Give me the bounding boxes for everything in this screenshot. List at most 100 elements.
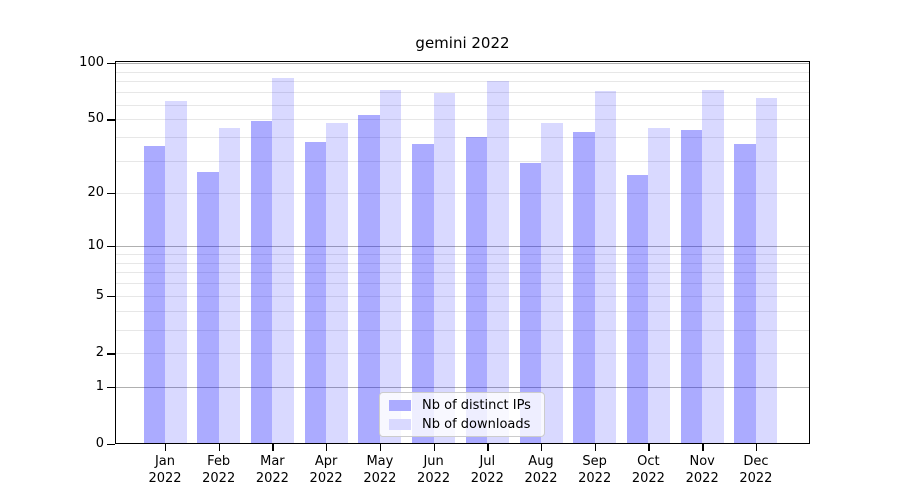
y-tick-label-20: 20 <box>87 184 104 200</box>
minor-gridline <box>115 296 810 298</box>
year-label: 2022 <box>524 471 558 486</box>
x-tick-mark <box>487 444 489 451</box>
x-tick-mark <box>755 444 758 451</box>
bar-downloads-feb <box>218 127 241 444</box>
year-label: 2022 <box>578 471 612 486</box>
year-label: 2022 <box>739 471 773 486</box>
x-tick-label-aug: Aug 2022 <box>501 453 581 487</box>
legend: Nb of distinct IPs Nb of downloads <box>379 392 545 437</box>
bar-downloads-nov <box>702 89 724 444</box>
x-tick-mark <box>594 444 597 451</box>
year-label: 2022 <box>631 471 665 486</box>
chart-title: gemini 2022 <box>415 34 510 52</box>
minor-gridline <box>115 283 810 285</box>
bar-downloads-jul <box>487 81 509 444</box>
minor-gridline <box>115 92 810 94</box>
minor-gridline <box>115 119 810 121</box>
bar-distinct-ips-jul <box>465 137 488 444</box>
x-tick-mark <box>326 444 328 451</box>
bar-downloads-dec <box>755 98 778 444</box>
month-label: May <box>366 454 394 469</box>
minor-gridline <box>115 253 810 255</box>
bar-distinct-ips-oct <box>626 175 649 444</box>
x-tick-mark <box>272 444 274 451</box>
x-tick-label-nov: Nov 2022 <box>662 453 742 487</box>
bar-distinct-ips-may <box>358 114 380 444</box>
bar-downloads-aug <box>541 122 563 444</box>
year-label: 2022 <box>309 471 343 486</box>
bar-downloads-apr <box>326 122 348 444</box>
x-tick-label-jul: Jul 2022 <box>447 453 527 487</box>
month-label: Jul <box>479 454 496 469</box>
x-tick-mark <box>218 444 221 451</box>
y-tick-mark <box>107 192 115 195</box>
x-tick-label-oct: Oct 2022 <box>608 453 688 487</box>
y-tick-mark <box>107 353 115 355</box>
bar-downloads-jan <box>165 100 187 444</box>
bar-downloads-jun <box>433 93 456 444</box>
bar-downloads-oct <box>648 127 670 444</box>
major-gridline <box>115 246 810 247</box>
legend-item-distinct-ips: Nb of distinct IPs <box>389 398 535 413</box>
month-label: Nov <box>689 454 715 469</box>
bar-distinct-ips-jun <box>412 143 434 444</box>
legend-swatch-distinct-ips <box>389 399 411 411</box>
year-label: 2022 <box>363 471 397 486</box>
x-tick-mark <box>702 444 704 451</box>
x-tick-mark <box>165 444 167 451</box>
x-tick-mark <box>541 444 543 451</box>
bar-distinct-ips-mar <box>250 121 273 444</box>
legend-label-distinct-ips: Nb of distinct IPs <box>422 397 531 413</box>
month-label: Jun <box>423 454 444 469</box>
minor-gridline <box>115 329 810 331</box>
minor-gridline <box>115 160 810 162</box>
month-label: Feb <box>207 454 231 469</box>
x-tick-label-apr: Apr 2022 <box>286 453 366 487</box>
major-gridline <box>115 63 810 64</box>
y-tick-mark <box>107 119 115 121</box>
minor-gridline <box>115 192 810 194</box>
bar-downloads-may <box>379 89 402 444</box>
x-tick-label-sep: Sep 2022 <box>555 453 635 487</box>
minor-gridline <box>115 353 810 355</box>
bar-distinct-ips-sep <box>573 131 595 444</box>
x-tick-mark <box>648 444 650 451</box>
year-label: 2022 <box>255 471 289 486</box>
minor-gridline <box>115 104 810 106</box>
bar-distinct-ips-feb <box>197 171 219 444</box>
x-tick-mark <box>379 444 382 451</box>
month-label: Oct <box>637 454 660 469</box>
y-tick-label-5: 5 <box>95 288 104 304</box>
x-tick-label-jan: Jan 2022 <box>125 453 205 487</box>
bar-downloads-mar <box>272 78 294 444</box>
x-tick-label-jun: Jun 2022 <box>394 453 474 487</box>
year-label: 2022 <box>417 471 451 486</box>
minor-gridline <box>115 137 810 139</box>
year-label: 2022 <box>685 471 719 486</box>
y-tick-mark <box>107 63 115 65</box>
month-label: Apr <box>314 454 338 469</box>
y-tick-label-10: 10 <box>87 238 104 253</box>
legend-item-downloads: Nb of downloads <box>389 417 535 432</box>
minor-gridline <box>115 272 810 274</box>
minor-gridline <box>115 311 810 313</box>
x-tick-label-dec: Dec 2022 <box>716 453 796 487</box>
x-tick-label-may: May 2022 <box>340 453 420 487</box>
bar-distinct-ips-jan <box>143 145 165 444</box>
bar-distinct-ips-apr <box>304 141 327 444</box>
x-tick-label-feb: Feb 2022 <box>179 453 259 487</box>
bar-distinct-ips-aug <box>519 163 541 444</box>
y-tick-label-0: 0 <box>95 436 104 451</box>
year-label: 2022 <box>202 471 236 486</box>
y-tick-label-2: 2 <box>95 345 104 361</box>
y-tick-label-50: 50 <box>87 111 104 127</box>
minor-gridline <box>115 81 810 83</box>
y-tick-label-100: 100 <box>79 55 104 70</box>
month-label: Aug <box>528 454 554 469</box>
major-gridline <box>115 386 810 388</box>
y-tick-label-1: 1 <box>95 378 104 394</box>
legend-label-downloads: Nb of downloads <box>422 416 531 432</box>
bar-downloads-sep <box>594 90 617 444</box>
month-label: Jan <box>154 454 176 469</box>
